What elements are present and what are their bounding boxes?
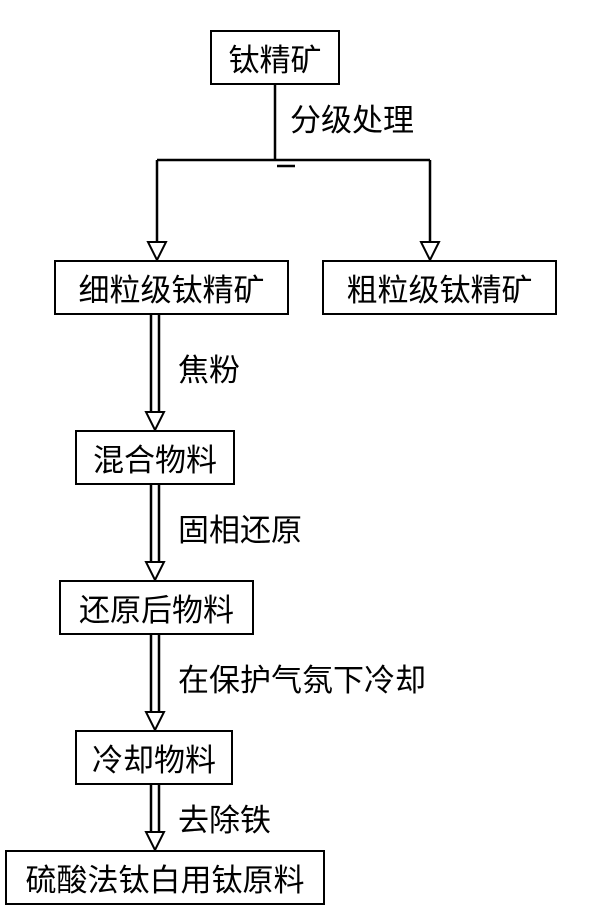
flow-node-n7: 硫酸法钛白用钛原料 [5, 850, 325, 905]
flow-node-n2: 细粒级钛精矿 [54, 260, 289, 315]
edge-label-e0: 分级处理 [290, 95, 414, 140]
flow-node-n1: 钛精矿 [210, 30, 340, 85]
edge-label-e2: 焦粉 [178, 345, 240, 390]
flow-node-label: 混合物料 [93, 435, 217, 480]
flow-node-n4: 混合物料 [75, 430, 235, 485]
edge-label-e5: 去除铁 [178, 795, 271, 840]
flow-node-label: 细粒级钛精矿 [79, 265, 265, 310]
flowchart-canvas: 分级处理焦粉固相还原在保护气氛下冷却去除铁 钛精矿细粒级钛精矿 粗粒级钛精矿混合物料… [0, 0, 600, 918]
flow-node-label: 硫酸法钛白用钛原料 [26, 855, 305, 900]
edge-label-e4: 在保护气氛下冷却 [178, 655, 426, 700]
flow-node-n6: 冷却物料 [75, 730, 233, 785]
flow-node-n3: 粗粒级钛精矿 [322, 260, 557, 315]
flow-node-label: 粗粒级钛精矿 [347, 265, 533, 310]
flow-node-label: 还原后物料 [79, 585, 234, 630]
flow-node-label: 冷却物料 [92, 735, 216, 780]
flow-node-n5: 还原后物料 [59, 580, 254, 635]
edge-label-e3: 固相还原 [178, 505, 302, 550]
flow-node-label: 钛精矿 [229, 35, 322, 80]
